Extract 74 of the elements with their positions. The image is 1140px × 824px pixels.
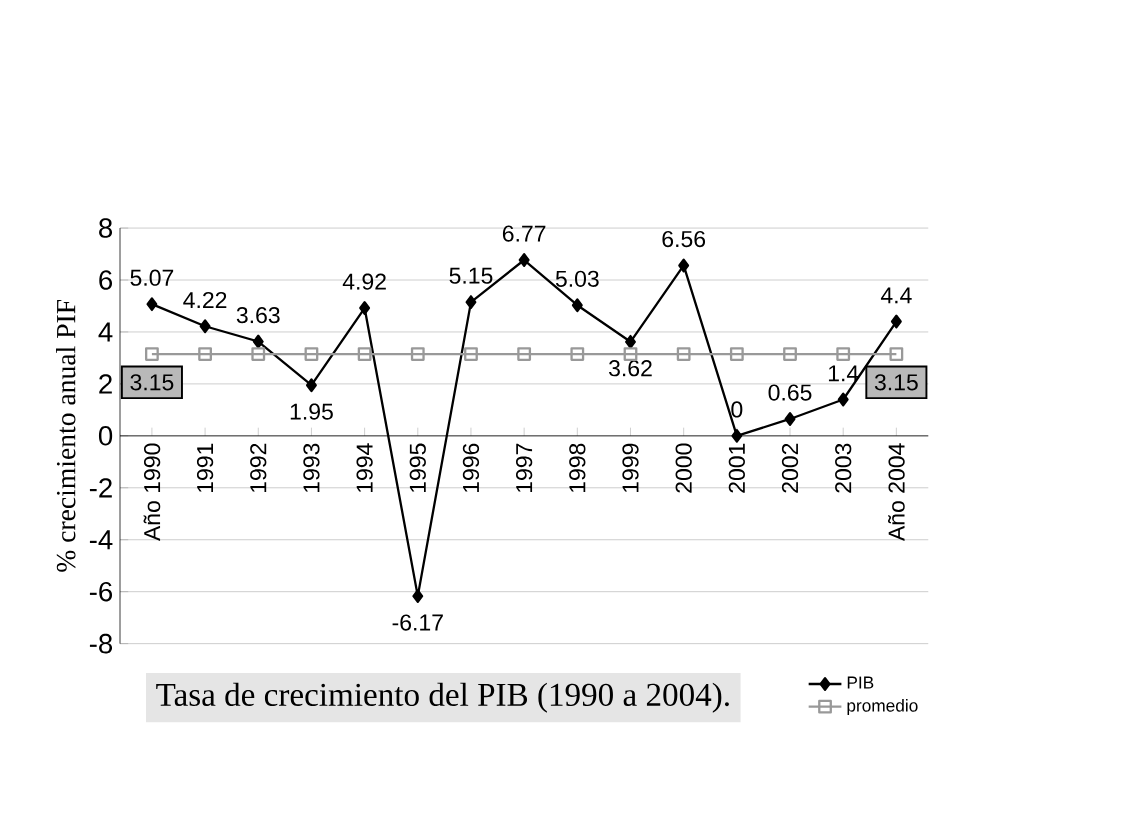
point [412, 589, 424, 604]
x-tick-label: 1998 [569, 443, 586, 493]
point [570, 347, 585, 362]
y-tick-label: -6 [89, 582, 113, 602]
y-tick-label: 4 [98, 322, 113, 342]
point [729, 347, 744, 362]
point [464, 347, 478, 362]
data-label: 3.15 [130, 374, 174, 391]
y-axis-title: % crecimiento anual PIF [56, 300, 76, 572]
point [783, 347, 797, 362]
data-label: 1.4 [828, 365, 859, 382]
legend-label: PIB [847, 676, 874, 689]
y-tick-label: -4 [89, 530, 113, 550]
data-label: 5.03 [555, 270, 599, 288]
x-tick-label: 1992 [250, 443, 267, 493]
point [678, 258, 690, 273]
x-tick-label: 1995 [409, 443, 426, 493]
point [676, 347, 691, 362]
data-label: 4.22 [183, 292, 227, 309]
point [731, 429, 743, 443]
data-label: 4.4 [880, 287, 912, 304]
x-tick-label: 1991 [196, 443, 214, 493]
point [199, 319, 211, 334]
y-tick-label: 8 [99, 218, 113, 239]
point [889, 347, 904, 362]
point [359, 301, 371, 316]
x-tick-label: 2000 [675, 443, 692, 493]
data-label: 5.07 [130, 269, 174, 287]
x-tick-label: Año 2004 [888, 443, 905, 542]
data-label: 6.77 [502, 225, 546, 242]
point [305, 378, 317, 393]
x-tick-label: Año 1990 [143, 443, 161, 542]
y-tick-label: 0 [98, 426, 113, 446]
point [357, 347, 372, 362]
data-label: 4.92 [342, 273, 386, 290]
y-tick-label: -8 [89, 634, 113, 654]
point [784, 412, 796, 427]
data-label: 0.65 [768, 384, 812, 401]
data-label: 3.15 [874, 374, 918, 391]
point [198, 347, 212, 362]
x-tick-label: 1996 [462, 443, 480, 493]
point [251, 347, 266, 362]
text: Tasa de crecimiento del PIB (1990 a 2004). [156, 682, 729, 713]
point [836, 347, 851, 362]
point [410, 347, 425, 362]
data-label: 1.95 [290, 403, 333, 420]
point [625, 335, 636, 349]
point [145, 347, 159, 362]
legend-label: promedio [847, 699, 918, 716]
point [517, 347, 532, 362]
point [465, 295, 477, 310]
data-label: 6.56 [662, 231, 706, 248]
point [518, 253, 530, 268]
data-label: 3.63 [236, 307, 280, 324]
y-tick-label: 6 [99, 270, 113, 290]
point [252, 334, 264, 349]
y-tick-label: 2 [99, 374, 112, 394]
x-tick-label: 2002 [781, 443, 799, 493]
point [837, 392, 849, 407]
x-tick-label: 1999 [622, 443, 639, 493]
data-label: 5.15 [449, 267, 493, 284]
point [304, 347, 319, 362]
y-tick-label: -2 [89, 478, 112, 498]
x-tick-label: 1994 [356, 443, 373, 493]
point [890, 314, 902, 329]
data-label: 3.62 [608, 360, 652, 377]
point [571, 298, 583, 313]
x-tick-label: 2003 [835, 443, 852, 493]
x-tick-label: 1997 [516, 443, 533, 493]
x-tick-label: 1993 [303, 443, 320, 493]
point [146, 297, 158, 312]
data-label: -6.17 [392, 614, 443, 631]
data-label: 0 [731, 401, 743, 418]
x-tick-label: 2001 [728, 443, 745, 493]
